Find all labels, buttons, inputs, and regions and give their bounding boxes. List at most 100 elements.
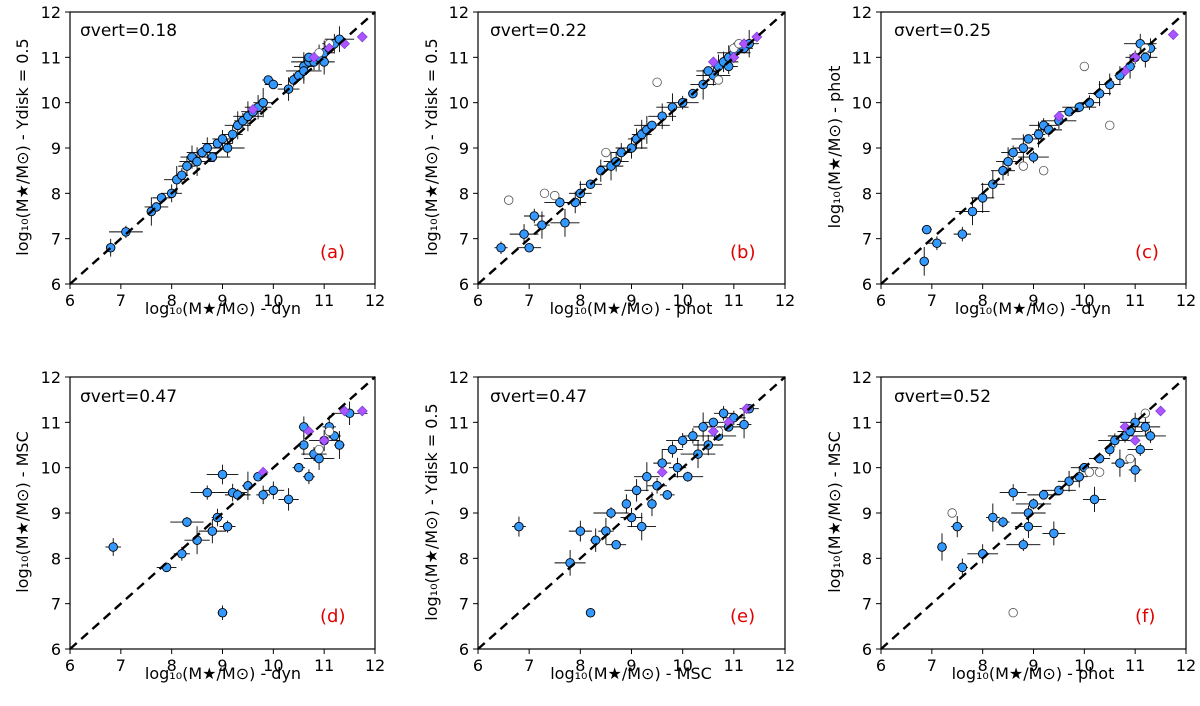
panel-e: σvert=0.47 (e) log₁₀(M★/M⊙) - MSC log₁₀(… [422,368,795,683]
data-point [177,549,187,559]
x-tick-label: 9 [1028,656,1038,675]
data-point [524,242,534,253]
x-tick-label: 12 [775,291,795,310]
x-tick-label: 6 [65,656,75,675]
data-point [304,471,314,482]
data-point-open [504,195,514,205]
panel-d: σvert=0.47 (d) log₁₀(M★/M⊙) - dyn log₁₀(… [13,368,385,683]
data-point [268,485,279,496]
y-tick-label: 10 [852,94,872,113]
x-tick-label: 10 [263,291,283,310]
y-tick-label: 10 [449,94,469,113]
data-point [258,490,268,500]
x-tick-label: 10 [263,656,283,675]
data-point [708,417,719,428]
sigma-annotation-b: σvert=0.22 [490,21,587,41]
data-point-open [324,426,334,437]
x-tick-label: 11 [1125,291,1145,310]
data-point [698,422,708,432]
y-tick-label: 11 [852,48,872,67]
x-tick-label: 11 [724,656,744,675]
data-point-open [539,188,550,199]
x-axis-label-a: log₁₀(M★/M⊙) - dyn [145,299,301,318]
data-point-purple [356,31,368,43]
data-point [585,607,596,618]
y-tick-label: 7 [862,595,872,614]
data-point-purple [356,405,368,417]
data-point-purple [1167,29,1179,41]
data-point-open [713,75,724,85]
x-axis-label-f: log₁₀(M★/M⊙) - phot [952,664,1115,683]
y-tick-label: 8 [459,549,469,568]
data-point-purple [339,405,350,417]
panel-tag-b: (b) [730,242,755,263]
data-point [1140,52,1151,63]
data-point-purple [318,435,330,446]
data-point [1018,539,1029,550]
data-point [529,211,540,221]
data-point-open [1038,165,1049,176]
x-tick-label: 8 [978,291,988,310]
data-point [621,499,632,509]
data-point [667,444,678,455]
sigma-annotation-e: σvert=0.47 [490,387,587,407]
data-point [108,542,118,552]
data-point-open [1094,467,1105,477]
data-point [642,471,652,482]
data-point [202,487,212,498]
data-point [683,471,693,482]
x-tick-label: 12 [1176,291,1196,310]
x-tick-label: 10 [1074,291,1094,310]
data-point [1028,499,1039,509]
data-point [952,521,963,532]
data-point [611,539,621,550]
data-point-open [1105,120,1115,131]
y-tick-label: 9 [459,139,469,158]
panel-tag-f: (f) [1135,606,1155,627]
x-tick-label: 8 [575,291,585,310]
y-tick-label: 6 [459,640,469,659]
sigma-annotation-a: σvert=0.18 [80,21,177,41]
y-tick-label: 8 [862,549,872,568]
y-tick-label: 11 [449,413,469,432]
data-point [334,440,345,450]
data-point [496,242,506,253]
data-point [662,490,673,500]
y-tick-label: 9 [51,504,61,523]
data-point [202,143,212,153]
x-axis-label-e: log₁₀(M★/M⊙) - MSC [550,664,712,683]
data-point [217,134,228,144]
data-point [299,440,309,450]
data-point-open [314,444,324,455]
x-axis-label-b: log₁₀(M★/M⊙) - phot [550,299,713,318]
data-point [606,508,616,518]
x-tick-label: 11 [1125,656,1145,675]
data-point [182,161,192,171]
data-point-purple [1155,405,1167,417]
data-point [739,419,749,430]
data-point-open [550,190,560,201]
one-to-one-line-c [880,11,1187,285]
data-point [932,238,942,248]
x-tick-label: 7 [116,291,126,310]
data-point [314,453,324,464]
data-point-purple [1129,435,1141,446]
data-point [677,435,688,446]
y-tick-label: 11 [41,48,61,67]
one-to-one-line-e [477,376,786,650]
data-point [1038,490,1049,500]
x-tick-label: 6 [473,291,483,310]
y-tick-label: 10 [41,459,61,478]
data-point [957,562,968,573]
y-tick-label: 8 [862,184,872,203]
x-tick-label: 8 [575,656,585,675]
data-point [998,517,1008,527]
data-point [192,156,202,167]
y-tick-label: 9 [51,139,61,158]
y-axis-label-a: log₁₀(M★/M⊙) - Υdisk = 0.5 [13,38,32,255]
data-point [1135,444,1145,455]
panel-f: σvert=0.52 (f) log₁₀(M★/M⊙) - phot log₁₀… [825,368,1196,683]
x-tick-label: 12 [365,656,385,675]
x-tick-label: 7 [927,291,937,310]
data-point [560,218,570,228]
